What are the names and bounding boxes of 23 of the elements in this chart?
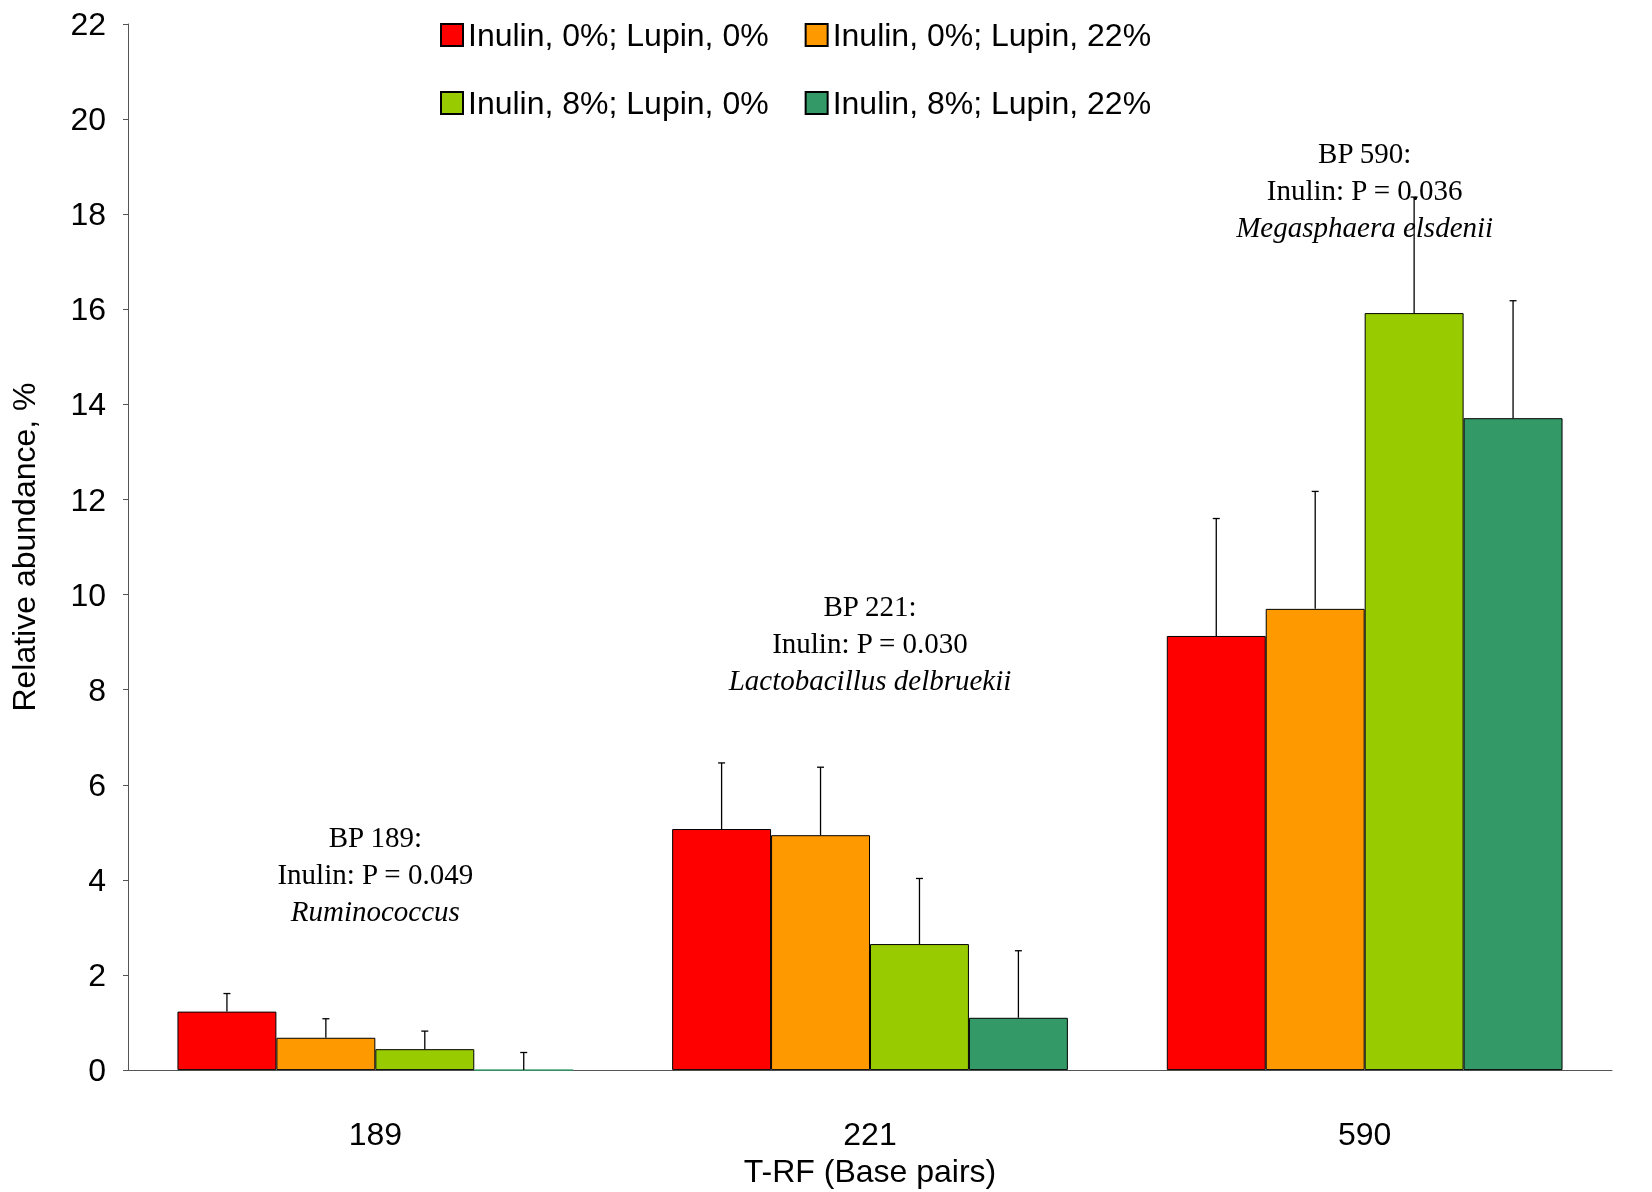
x-tick-label: 590	[1337, 1116, 1392, 1153]
y-tick-label: 22	[70, 6, 106, 42]
y-tick-label: 20	[70, 101, 106, 138]
y-tick-label: 16	[70, 291, 106, 328]
x-tick-label: 221	[843, 1116, 897, 1153]
y-tick-label: 8	[88, 671, 106, 708]
legend-label: Inulin, 8%; Lupin, 0%	[468, 85, 769, 121]
y-tick-label: 0	[88, 1052, 106, 1089]
y-tick-label: 12	[70, 481, 106, 518]
y-tick-label: 4	[88, 861, 106, 898]
annotation: BP 189: Inulin: P = 0.049 Ruminococcus	[277, 820, 474, 927]
legend-label: Inulin, 0%; Lupin, 0%	[468, 17, 769, 53]
y-axis-title: Relative abundance, %	[6, 382, 42, 712]
y-tick-label: 6	[88, 766, 106, 803]
annotation: BP 221: Inulin: P = 0.030 Lactobacillus delbruekii	[727, 589, 1012, 696]
x-axis-title: T-RF (Base pairs)	[743, 1153, 997, 1189]
y-tick-label: 2	[88, 957, 106, 993]
legend-label: Inulin, 8%; Lupin, 22%	[832, 85, 1152, 121]
y-tick-label: 18	[70, 196, 106, 233]
y-tick-label: 10	[70, 576, 106, 613]
legend-label: Inulin, 0%; Lupin, 22%	[832, 17, 1152, 53]
y-tick-label: 14	[70, 386, 106, 423]
x-tick-label: 189	[348, 1116, 403, 1153]
